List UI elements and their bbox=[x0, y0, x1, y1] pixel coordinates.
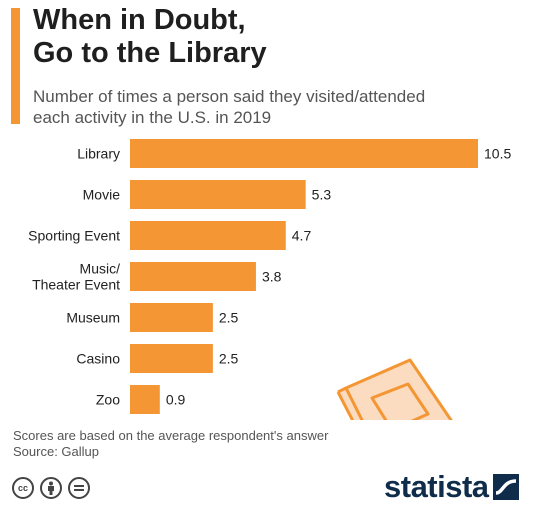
bar-chart: 10.5 Library 5.3 Movie 4.7 Sporting Event 3.8 M… bbox=[28, 139, 511, 420]
book-icon bbox=[336, 358, 453, 420]
value-label-6: 0.9 bbox=[166, 392, 186, 408]
value-label-2: 4.7 bbox=[292, 228, 312, 244]
license-icons: cc bbox=[12, 477, 90, 499]
chart-title-line1: When in Doubt, bbox=[33, 4, 246, 36]
bar-4 bbox=[130, 303, 213, 332]
attribution-icon[interactable] bbox=[40, 477, 62, 499]
brand-name: statista bbox=[384, 469, 489, 504]
value-label-3: 3.8 bbox=[262, 269, 282, 285]
bar-6 bbox=[130, 385, 160, 414]
category-label-5: Casino bbox=[76, 351, 120, 367]
bars-group: 10.5 Library 5.3 Movie 4.7 Sporting Event 3.8 M… bbox=[28, 139, 511, 414]
value-label-5: 2.5 bbox=[219, 351, 239, 367]
chart-title: When in Doubt, Go to the Library bbox=[33, 4, 523, 70]
category-label-2: Sporting Event bbox=[28, 228, 120, 244]
statista-logo-icon bbox=[492, 474, 519, 500]
bar-0 bbox=[130, 139, 478, 168]
category-label-6: Zoo bbox=[96, 392, 120, 408]
bar-2 bbox=[130, 221, 286, 250]
category-label-0: Library bbox=[77, 146, 120, 162]
chart-subtitle: Number of times a person said they visit… bbox=[33, 86, 513, 128]
bar-1 bbox=[130, 180, 306, 209]
chart-title-line2: Go to the Library bbox=[33, 37, 267, 69]
chart-subtitle-line1: Number of times a person said they visit… bbox=[33, 87, 426, 106]
value-label-0: 10.5 bbox=[484, 146, 511, 162]
cc-icon[interactable]: cc bbox=[12, 477, 34, 499]
accent-bar bbox=[11, 8, 20, 124]
category-label-3: Music/Theater Event bbox=[32, 261, 120, 293]
bar-5 bbox=[130, 344, 213, 373]
statista-logo[interactable]: statista bbox=[384, 470, 519, 504]
category-label-1: Movie bbox=[83, 187, 121, 203]
chart-subtitle-line2: each activity in the U.S. in 2019 bbox=[33, 108, 272, 127]
category-label-4: Museum bbox=[66, 310, 120, 326]
footnote: Scores are based on the average responde… bbox=[13, 428, 329, 443]
value-label-1: 5.3 bbox=[312, 187, 332, 203]
source-note: Source: Gallup bbox=[13, 444, 99, 459]
bar-3 bbox=[130, 262, 256, 291]
value-label-4: 2.5 bbox=[219, 310, 239, 326]
noderivs-icon[interactable] bbox=[68, 477, 90, 499]
